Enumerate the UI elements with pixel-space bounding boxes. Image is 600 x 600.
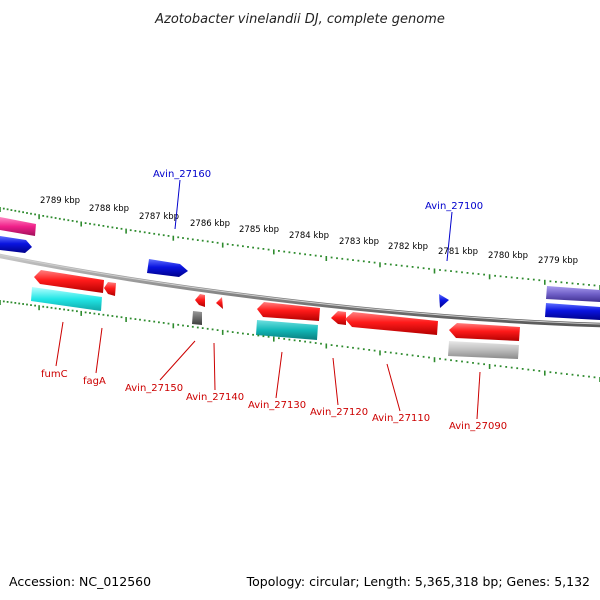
gene-label-avin-27090[interactable]: Avin_27090: [449, 421, 507, 432]
genome-backbone: [0, 253, 600, 328]
leader-line: [332, 357, 339, 406]
forward-leader-lines: [174, 179, 453, 262]
upper-scale-track: [0, 207, 600, 290]
scale-label: 2788 kbp: [89, 204, 129, 214]
leader-line: [275, 351, 283, 399]
gene-label-avin-27140[interactable]: Avin_27140: [186, 392, 244, 403]
lower-scale-track: [0, 300, 600, 382]
gene-label-avin-27150[interactable]: Avin_27150: [125, 383, 183, 394]
gene-label-avin-27120[interactable]: Avin_27120: [310, 407, 368, 418]
gene-label-fumc[interactable]: fumC: [41, 369, 68, 380]
gene-label-avin-27130[interactable]: Avin_27130: [248, 400, 306, 411]
leader-line: [174, 179, 181, 230]
gene-block[interactable]: [546, 286, 600, 302]
scale-label: 2787 kbp: [139, 212, 179, 222]
scale-label: 2783 kbp: [339, 237, 379, 247]
scale-label: 2786 kbp: [190, 219, 230, 229]
leader-line: [95, 327, 103, 374]
gene-arrow[interactable]: [545, 303, 600, 320]
gene-arrow[interactable]: [449, 323, 520, 341]
gene-block[interactable]: [192, 311, 202, 325]
gene-label-avin-27160[interactable]: Avin_27160: [153, 169, 211, 180]
gene-block[interactable]: [31, 287, 102, 311]
scale-label: 2782 kbp: [388, 242, 428, 252]
scale-label: 2785 kbp: [239, 225, 279, 235]
forward-genes: [0, 217, 600, 320]
scale-label: 2781 kbp: [438, 247, 478, 257]
gene-arrow[interactable]: [439, 294, 449, 308]
leader-line: [476, 371, 481, 420]
map-title: Azotobacter vinelandii DJ, complete geno…: [154, 12, 445, 27]
gene-arrow[interactable]: [216, 297, 223, 309]
gene-block[interactable]: [0, 217, 36, 236]
gene-block[interactable]: [256, 320, 318, 340]
gene-arrow[interactable]: [257, 302, 320, 321]
backbone-highlight: [0, 254, 600, 325]
reverse-gene-labels: fumC fagA Avin_27150 Avin_27140 Avin_271…: [41, 369, 507, 432]
scale-label: 2779 kbp: [538, 256, 578, 266]
gene-arrow[interactable]: [195, 294, 205, 307]
gene-arrow[interactable]: [104, 282, 116, 296]
scale-label: 2784 kbp: [289, 231, 329, 241]
leader-line: [159, 340, 196, 381]
scale-labels: 2789 kbp 2788 kbp 2787 kbp 2786 kbp 2785…: [40, 196, 578, 266]
gene-label-avin-27110[interactable]: Avin_27110: [372, 413, 430, 424]
leader-line: [446, 211, 453, 262]
gene-arrow[interactable]: [0, 236, 32, 253]
gene-arrow[interactable]: [147, 259, 188, 277]
reverse-leader-lines: [55, 321, 481, 420]
leader-line: [213, 342, 216, 391]
scale-label: 2789 kbp: [40, 196, 80, 206]
gene-block[interactable]: [448, 341, 519, 359]
gene-arrow[interactable]: [345, 312, 438, 335]
gene-arrow[interactable]: [34, 270, 104, 293]
scale-label: 2780 kbp: [488, 251, 528, 261]
forward-gene-labels: Avin_27160 Avin_27100: [153, 169, 483, 212]
leader-line: [55, 321, 64, 367]
gene-label-avin-27100[interactable]: Avin_27100: [425, 201, 483, 212]
accession-text: Accession: NC_012560: [9, 574, 151, 589]
leader-line: [386, 363, 401, 412]
gene-arrow[interactable]: [331, 311, 346, 325]
gene-label-faga[interactable]: fagA: [83, 376, 106, 387]
reverse-genes: [31, 270, 520, 359]
topology-text: Topology: circular; Length: 5,365,318 bp…: [246, 574, 590, 589]
